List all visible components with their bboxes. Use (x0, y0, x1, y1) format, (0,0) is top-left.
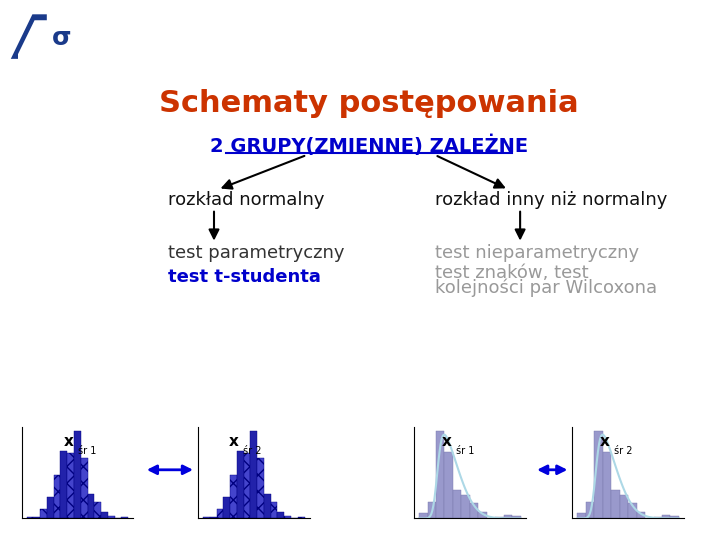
Bar (462, 495, 469, 518)
Text: rozkład normalny: rozkład normalny (168, 191, 324, 208)
Text: $\mathbf{x}$: $\mathbf{x}$ (599, 434, 611, 449)
Bar (428, 502, 436, 518)
Bar (503, 515, 512, 518)
Text: śr 2: śr 2 (614, 446, 633, 456)
Bar (101, 511, 108, 518)
Bar (40, 509, 47, 518)
Bar (230, 475, 237, 518)
Bar (577, 514, 586, 518)
Bar (611, 490, 620, 518)
Bar (277, 511, 284, 518)
Text: test nieparametryczny: test nieparametryczny (435, 245, 639, 262)
Text: test t-studenta: test t-studenta (168, 267, 320, 286)
Bar (298, 517, 305, 518)
Bar (88, 494, 94, 518)
Bar (620, 495, 628, 518)
Bar (512, 516, 521, 518)
Text: $\mathbf{x}$: $\mathbf{x}$ (63, 434, 74, 449)
Text: śr 1: śr 1 (78, 446, 96, 456)
Bar (444, 453, 453, 518)
Bar (595, 431, 603, 518)
Polygon shape (11, 14, 47, 59)
Bar (81, 458, 88, 518)
Bar (67, 453, 74, 518)
Text: test znaków, test: test znaków, test (435, 264, 588, 282)
Bar (122, 517, 128, 518)
Bar (108, 516, 114, 518)
Bar (603, 453, 611, 518)
Bar (251, 431, 257, 518)
Bar (203, 517, 210, 518)
Bar (419, 514, 428, 518)
Bar (436, 431, 444, 518)
Bar (636, 512, 645, 518)
Text: śr 2: śr 2 (243, 446, 262, 456)
Bar (74, 431, 81, 518)
Text: śr 1: śr 1 (456, 446, 474, 456)
Bar (33, 517, 40, 518)
Bar (223, 497, 230, 518)
Bar (257, 458, 264, 518)
Bar (243, 453, 251, 518)
Bar (586, 502, 595, 518)
Bar (284, 516, 291, 518)
Bar (264, 494, 271, 518)
Text: $\mathbf{x}$: $\mathbf{x}$ (441, 434, 452, 449)
Bar (217, 509, 223, 518)
Bar (670, 516, 679, 518)
Bar (271, 502, 277, 518)
Bar (27, 517, 33, 518)
Bar (478, 512, 487, 518)
Bar (654, 517, 662, 518)
Bar (60, 451, 67, 518)
Text: test parametryczny: test parametryczny (168, 245, 344, 262)
Bar (453, 490, 462, 518)
Bar (662, 515, 670, 518)
Bar (210, 517, 217, 518)
Text: kolejności par Wilcoxona: kolejności par Wilcoxona (435, 279, 657, 298)
Bar (94, 502, 101, 518)
Bar (47, 497, 54, 518)
Bar (495, 517, 503, 518)
Bar (237, 451, 243, 518)
Bar (628, 503, 636, 518)
Bar (469, 503, 478, 518)
Text: 2 GRUPY(ZMIENNE) ZALEŻNE: 2 GRUPY(ZMIENNE) ZALEŻNE (210, 135, 528, 157)
Bar (54, 475, 60, 518)
Text: $\mathbf{x}$: $\mathbf{x}$ (228, 434, 240, 449)
Text: rozkład inny niż normalny: rozkład inny niż normalny (435, 191, 667, 208)
Text: σ: σ (52, 26, 71, 50)
Text: Schematy postępowania: Schematy postępowania (159, 89, 579, 118)
